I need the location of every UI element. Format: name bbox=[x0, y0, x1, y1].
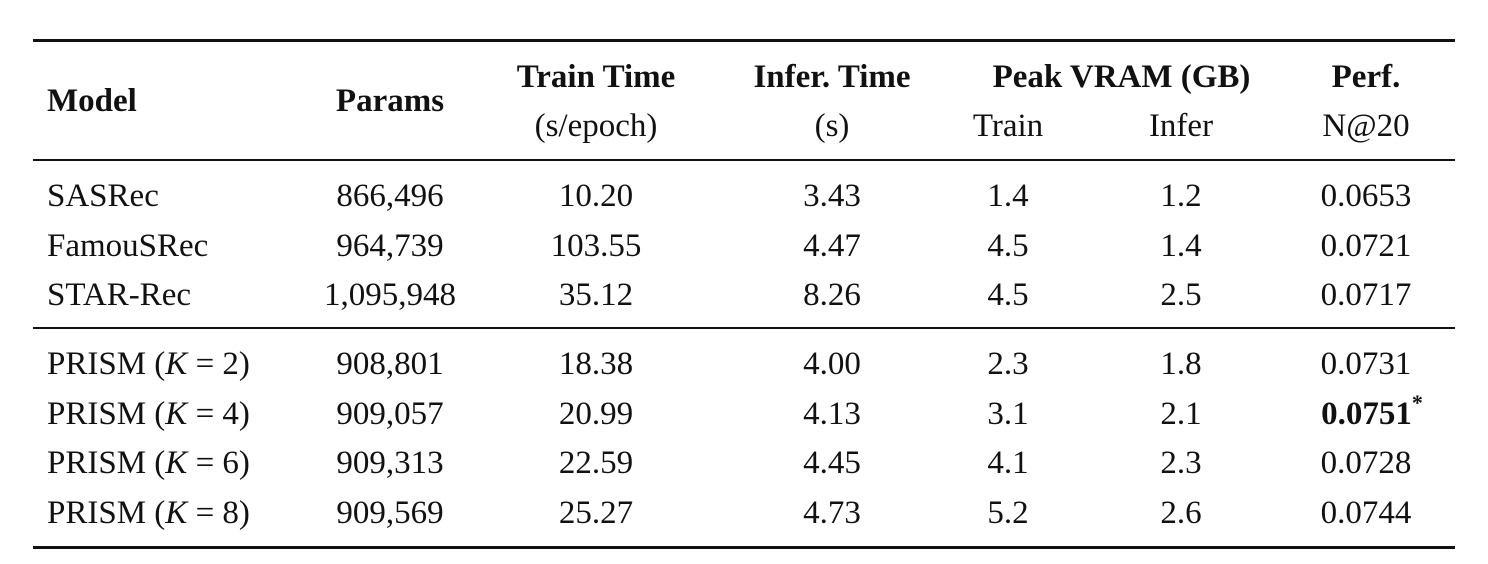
header-train-time: Train Time bbox=[516, 59, 676, 95]
cell-value: 1.2 bbox=[1160, 178, 1202, 214]
cell-value: 2.3 bbox=[1160, 445, 1202, 482]
cell-value: 4.1 bbox=[987, 445, 1029, 482]
model-name: SASRec bbox=[47, 178, 159, 214]
cell-value: 2.1 bbox=[1160, 395, 1202, 432]
cell-value: 3.1 bbox=[987, 395, 1029, 432]
model-name: FamouSRec bbox=[47, 227, 209, 264]
cell-text: 0.0751 bbox=[1321, 395, 1412, 432]
cell-value: 2.6 bbox=[1160, 495, 1202, 532]
significance-marker: * bbox=[1411, 389, 1423, 415]
cell-value: 964,739 bbox=[336, 227, 444, 264]
cell-value: 0.0721 bbox=[1320, 227, 1412, 264]
cell-value: 0.0751* bbox=[1321, 391, 1423, 434]
cell-value: 103.55 bbox=[550, 227, 642, 264]
top-rule bbox=[33, 39, 1455, 42]
cell-value: 909,057 bbox=[336, 395, 444, 432]
cell-value: 5.2 bbox=[987, 495, 1029, 532]
cell-value: 0.0744 bbox=[1320, 495, 1412, 532]
cell-value: 1.8 bbox=[1160, 346, 1202, 382]
cell-value: 1.4 bbox=[1160, 227, 1202, 264]
header-perf: Perf. bbox=[1331, 59, 1401, 95]
header-vram-train: Train bbox=[972, 108, 1044, 144]
cell-value: 909,569 bbox=[336, 495, 444, 532]
header-vram-infer: Infer bbox=[1148, 108, 1214, 144]
bottom-rule bbox=[33, 546, 1455, 549]
cell-value: 22.59 bbox=[558, 445, 634, 482]
cell-value: 10.20 bbox=[558, 178, 634, 214]
cell-value: 25.27 bbox=[558, 495, 634, 532]
cell-value: 4.73 bbox=[803, 495, 861, 532]
cell-value: 4.45 bbox=[803, 445, 861, 482]
cell-value: 0.0728 bbox=[1320, 445, 1412, 482]
cell-value: 4.13 bbox=[803, 395, 861, 432]
cell-value: 20.99 bbox=[558, 395, 634, 432]
model-name: PRISM (K = 8) bbox=[47, 495, 250, 532]
model-name: PRISM (K = 4) bbox=[47, 395, 250, 432]
cell-value: 1.4 bbox=[987, 178, 1029, 214]
header-perf-metric: N@20 bbox=[1322, 108, 1410, 144]
model-name: PRISM (K = 2) bbox=[47, 346, 250, 382]
header-model: Model bbox=[47, 83, 137, 119]
cell-value: 4.5 bbox=[987, 227, 1029, 264]
cell-value: 18.38 bbox=[558, 346, 634, 382]
cell-value: 2.3 bbox=[987, 346, 1029, 382]
cell-value: 4.00 bbox=[803, 346, 861, 382]
cell-value: 4.47 bbox=[803, 227, 861, 264]
header-train-unit: (s/epoch) bbox=[534, 108, 658, 144]
cell-value: 0.0653 bbox=[1320, 178, 1412, 214]
cell-value: 0.0731 bbox=[1320, 346, 1412, 382]
cell-value: 4.5 bbox=[987, 277, 1029, 314]
header-infer-unit: (s) bbox=[814, 108, 850, 144]
cell-value: 0.0717 bbox=[1320, 277, 1412, 314]
group-rule bbox=[33, 327, 1455, 329]
cell-value: 909,313 bbox=[336, 445, 444, 482]
header-rule bbox=[33, 159, 1455, 161]
cell-value: 866,496 bbox=[336, 178, 444, 214]
header-vram: Peak VRAM (GB) bbox=[992, 59, 1251, 95]
header-params: Params bbox=[335, 83, 445, 119]
model-name: PRISM (K = 6) bbox=[47, 445, 250, 482]
cell-value: 8.26 bbox=[803, 277, 861, 314]
model-name: STAR-Rec bbox=[47, 277, 192, 314]
header-infer-time: Infer. Time bbox=[753, 59, 911, 95]
cell-value: 3.43 bbox=[803, 178, 861, 214]
cell-value: 908,801 bbox=[336, 346, 444, 382]
cell-value: 1,095,948 bbox=[324, 277, 456, 314]
cell-value: 2.5 bbox=[1160, 277, 1202, 314]
cell-value: 35.12 bbox=[558, 277, 634, 314]
